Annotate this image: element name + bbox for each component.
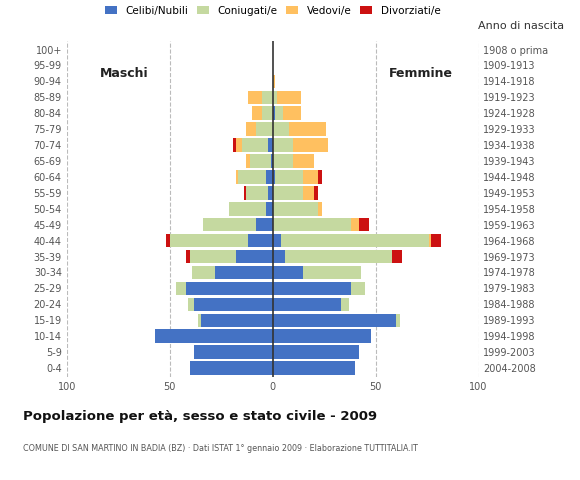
Bar (318, 170, 322, 184)
Bar (303, 266, 361, 279)
Bar (273, 154, 293, 168)
Bar (269, 186, 273, 200)
Bar (281, 234, 429, 247)
Bar (289, 122, 326, 136)
Bar (201, 313, 273, 327)
Bar (170, 234, 248, 247)
Bar (273, 313, 396, 327)
Bar (273, 218, 351, 231)
Bar (303, 170, 318, 184)
Bar (194, 345, 273, 359)
Text: Maschi: Maschi (100, 67, 148, 80)
Bar (273, 282, 351, 295)
Bar (285, 250, 392, 264)
Bar (229, 202, 266, 216)
Bar (244, 186, 246, 200)
Bar (273, 186, 303, 200)
Bar (431, 234, 441, 247)
Bar (215, 266, 273, 279)
Bar (250, 154, 270, 168)
Bar (314, 186, 318, 200)
Bar (270, 154, 273, 168)
Bar (273, 74, 275, 88)
Bar (273, 329, 371, 343)
Bar (392, 250, 403, 264)
Bar (273, 170, 275, 184)
Bar (273, 91, 277, 104)
Bar (186, 282, 273, 295)
Bar (235, 250, 273, 264)
Bar (351, 282, 365, 295)
Bar (190, 250, 235, 264)
Bar (273, 138, 293, 152)
Legend: Celibi/Nubili, Coniugati/e, Vedovi/e, Divorziati/e: Celibi/Nubili, Coniugati/e, Vedovi/e, Di… (105, 6, 440, 16)
Bar (190, 361, 273, 375)
Bar (256, 218, 273, 231)
Bar (262, 107, 273, 120)
Bar (238, 170, 266, 184)
Bar (359, 218, 369, 231)
Bar (198, 313, 201, 327)
Bar (275, 107, 283, 120)
Bar (252, 107, 262, 120)
Bar (273, 250, 285, 264)
Bar (246, 122, 256, 136)
Bar (256, 122, 273, 136)
Bar (235, 138, 242, 152)
Bar (303, 186, 314, 200)
Bar (234, 138, 235, 152)
Bar (283, 107, 302, 120)
Bar (188, 298, 194, 311)
Bar (186, 250, 190, 264)
Bar (429, 234, 431, 247)
Bar (340, 298, 349, 311)
Text: COMUNE DI SAN MARTINO IN BADIA (BZ) · Dati ISTAT 1° gennaio 2009 · Elaborazione : COMUNE DI SAN MARTINO IN BADIA (BZ) · Da… (23, 444, 418, 453)
Bar (266, 202, 273, 216)
Bar (235, 170, 238, 184)
Bar (273, 298, 340, 311)
Bar (396, 313, 400, 327)
Bar (194, 298, 273, 311)
Bar (273, 107, 275, 120)
Bar (273, 234, 281, 247)
Bar (246, 186, 269, 200)
Bar (246, 154, 250, 168)
Bar (248, 91, 262, 104)
Text: Popolazione per età, sesso e stato civile - 2009: Popolazione per età, sesso e stato civil… (23, 410, 378, 423)
Text: Anno di nascita: Anno di nascita (478, 21, 564, 31)
Bar (351, 218, 359, 231)
Bar (262, 91, 273, 104)
Bar (155, 329, 273, 343)
Bar (293, 154, 314, 168)
Bar (273, 266, 303, 279)
Bar (266, 170, 273, 184)
Bar (273, 361, 355, 375)
Bar (176, 282, 186, 295)
Bar (165, 234, 170, 247)
Bar (275, 170, 303, 184)
Bar (193, 266, 215, 279)
Bar (248, 234, 273, 247)
Bar (273, 345, 359, 359)
Bar (273, 202, 318, 216)
Bar (277, 91, 302, 104)
Bar (273, 122, 289, 136)
Bar (269, 138, 273, 152)
Bar (202, 218, 256, 231)
Bar (242, 138, 269, 152)
Bar (293, 138, 328, 152)
Text: Femmine: Femmine (389, 67, 453, 80)
Bar (318, 202, 322, 216)
